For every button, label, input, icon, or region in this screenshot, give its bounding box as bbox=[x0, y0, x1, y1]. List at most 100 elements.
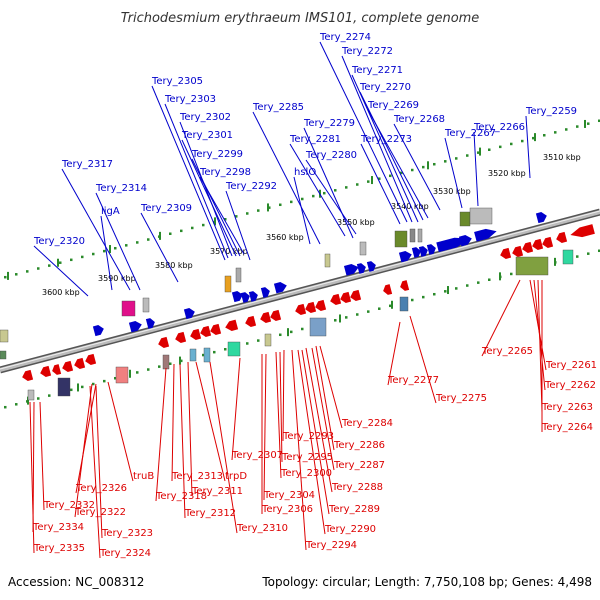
forward-gene-arrow bbox=[426, 244, 436, 255]
callout-line bbox=[305, 159, 357, 235]
callout-line bbox=[61, 168, 131, 291]
forward-gene-arrow bbox=[474, 228, 497, 242]
scale-dot bbox=[477, 151, 480, 154]
scale-dot bbox=[224, 218, 227, 221]
scale-dot bbox=[334, 189, 337, 192]
forward-gene-arrow bbox=[343, 263, 359, 276]
callout-line bbox=[95, 192, 141, 291]
scale-dot bbox=[532, 136, 535, 140]
gene-label: Tery_2285 bbox=[252, 102, 304, 113]
reverse-gene-box bbox=[264, 333, 272, 347]
forward-gene-arrow bbox=[398, 251, 412, 263]
scale-dot bbox=[235, 215, 238, 218]
gene-label: Tery_2324 bbox=[99, 548, 151, 559]
callout-line bbox=[107, 381, 134, 482]
scale-dot bbox=[510, 142, 513, 146]
callout-line bbox=[293, 176, 311, 245]
scale-dot bbox=[158, 365, 161, 368]
callout-line bbox=[100, 215, 113, 291]
gene-label: Tery_2286 bbox=[333, 440, 385, 451]
gene-label: Tery_2311 bbox=[191, 486, 243, 497]
reverse-gene-arrow bbox=[200, 325, 212, 337]
scale-dot bbox=[15, 273, 18, 276]
gene-label: Tery_2293 bbox=[282, 431, 334, 442]
scale-dot bbox=[411, 298, 414, 302]
scale-dot bbox=[136, 371, 139, 374]
scale-dot bbox=[378, 307, 381, 310]
scale-dot bbox=[48, 264, 51, 267]
forward-gene-arrow bbox=[366, 261, 376, 272]
scale-dot bbox=[367, 310, 370, 313]
callout-line bbox=[387, 321, 401, 386]
callout-line bbox=[179, 121, 233, 257]
callout-line bbox=[179, 363, 186, 519]
callout-line bbox=[301, 349, 330, 515]
gene-label: Tery_2334 bbox=[32, 522, 84, 533]
forward-gene-arrow bbox=[458, 235, 472, 247]
forward-gene-box bbox=[409, 228, 416, 243]
scale-dot bbox=[356, 313, 359, 316]
scale-dot bbox=[510, 272, 513, 276]
callout-line bbox=[225, 190, 251, 261]
callout-line bbox=[39, 401, 45, 511]
reverse-gene-callouts: Tery_2265 Tery_2261 Tery_2262 Tery_2263 Tery… bbox=[29, 279, 597, 559]
scale-dot bbox=[477, 281, 480, 284]
gene-label: Tery_2326 bbox=[75, 483, 127, 494]
reverse-gene-arrow bbox=[225, 319, 239, 331]
gene-label: truB bbox=[133, 471, 154, 482]
reverse-gene-arrow bbox=[522, 241, 534, 253]
gene-label: Tery_2320 bbox=[33, 236, 85, 247]
scale-dot bbox=[136, 241, 139, 244]
callout-line bbox=[75, 383, 97, 494]
reverse-gene-box bbox=[162, 354, 170, 370]
gene-label: Tery_2299 bbox=[191, 149, 243, 160]
gene-label: Tery_2294 bbox=[305, 540, 357, 551]
forward-gene-arrow bbox=[128, 321, 142, 333]
callout-line bbox=[319, 345, 343, 429]
scale-dot bbox=[587, 252, 590, 255]
gene-label: Tery_2317 bbox=[61, 159, 113, 170]
reverse-gene-arrow bbox=[210, 323, 222, 335]
scale-dot bbox=[114, 376, 117, 380]
gene-label: Tery_2263 bbox=[541, 402, 593, 413]
scale-label: 3520 kbp bbox=[488, 169, 526, 178]
gene-label: Tery_2303 bbox=[164, 94, 216, 105]
reverse-gene-arrow bbox=[85, 353, 97, 365]
callout-line bbox=[537, 279, 543, 413]
gene-label: Tery_2335 bbox=[33, 543, 85, 554]
reverse-gene-arrow bbox=[190, 328, 202, 340]
gene-label: Tery_2259 bbox=[525, 106, 577, 117]
gene-label: Tery_2314 bbox=[95, 183, 147, 194]
scale-dot bbox=[103, 249, 106, 253]
callout-line bbox=[303, 127, 354, 239]
scale-dot bbox=[268, 206, 271, 209]
callout-line bbox=[481, 279, 521, 357]
callout-line bbox=[95, 385, 103, 539]
forward-gene-callouts: Tery_2274 Tery_2272 Tery_2271 Tery_2270 Tery… bbox=[33, 32, 577, 297]
scale-dot bbox=[59, 261, 62, 264]
callout-line bbox=[151, 85, 226, 261]
scale-label: 3590 kbp bbox=[98, 274, 136, 283]
reverse-gene-arrow bbox=[350, 289, 362, 301]
scale-dot bbox=[521, 139, 524, 143]
gene-label: Tery_2307 bbox=[231, 450, 283, 461]
scale-dot bbox=[345, 316, 348, 319]
scale-dot bbox=[4, 405, 7, 409]
callout-line bbox=[29, 401, 35, 554]
reverse-gene-arrow bbox=[315, 299, 327, 311]
scale-dot bbox=[290, 330, 293, 334]
forward-gene-arrow bbox=[411, 247, 421, 258]
reverse-gene-box bbox=[115, 366, 129, 384]
callout-line bbox=[315, 345, 335, 451]
scale-label: 3600 kbp bbox=[42, 288, 80, 297]
gene-label: Tery_2269 bbox=[367, 100, 419, 111]
reverse-strand-features bbox=[22, 224, 595, 401]
gene-label: Tery_2284 bbox=[341, 418, 393, 429]
scale-dot bbox=[147, 238, 150, 241]
scale-dot bbox=[587, 122, 590, 125]
reverse-gene-arrow bbox=[542, 236, 554, 248]
scale-dot bbox=[422, 165, 425, 169]
callout-line bbox=[195, 361, 226, 482]
scale-dot bbox=[488, 278, 491, 281]
gene-label: Tery_2274 bbox=[319, 32, 371, 43]
